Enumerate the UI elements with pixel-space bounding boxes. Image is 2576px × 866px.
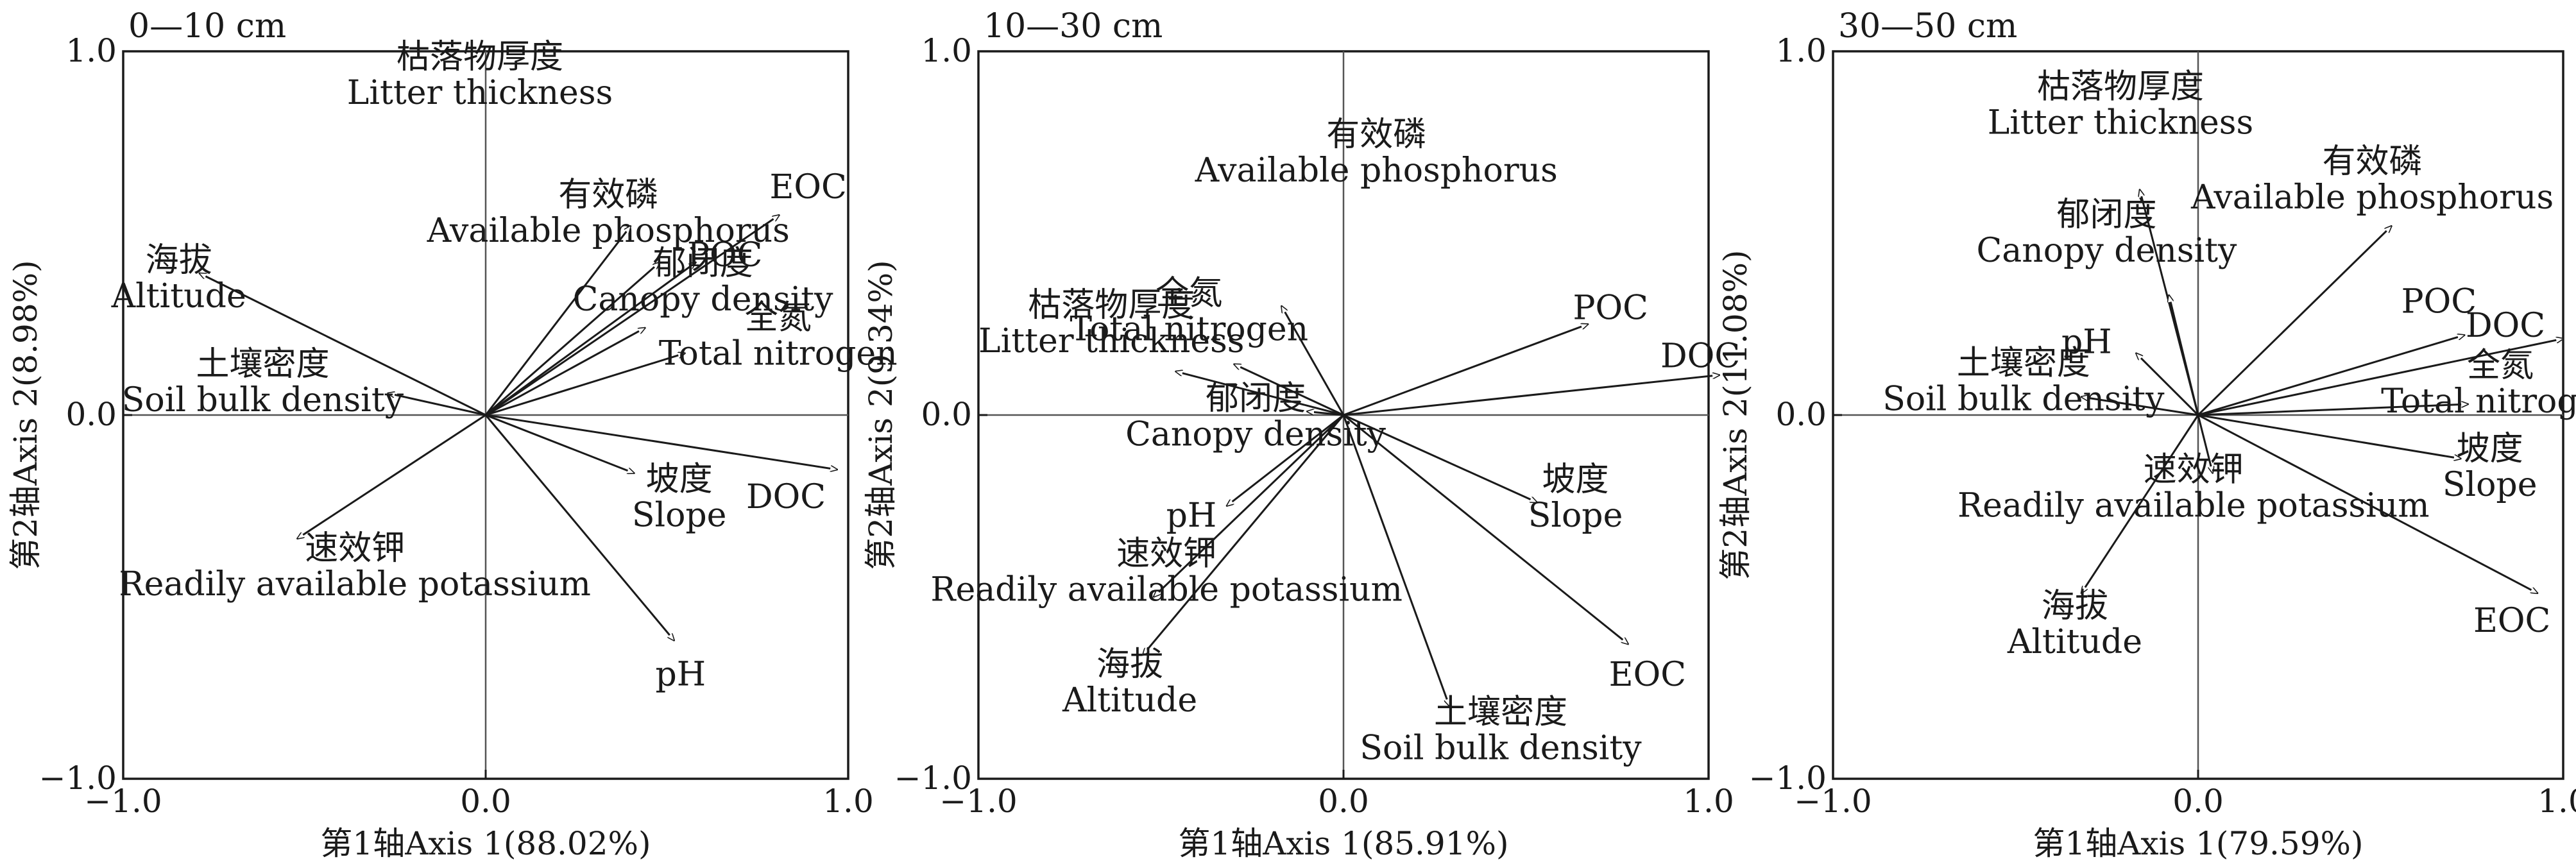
y-tick-label: 0.0 <box>65 396 117 433</box>
vector-label-readily-available-potassium: Readily available potassium <box>930 571 1403 609</box>
vector-label-soil-bulk-density: 土壤密度 <box>1957 344 2090 383</box>
y-tick-label: 1.0 <box>1775 32 1827 69</box>
vector-label-altitude: 海拔 <box>2042 587 2108 625</box>
vector-total-nitrogen <box>486 353 685 415</box>
vector-label-altitude: 海拔 <box>1096 645 1163 684</box>
panel-title: 10—30 cm <box>984 7 1163 46</box>
vector-label-slope: Slope <box>1528 497 1623 535</box>
vector-canopy-density <box>486 328 645 415</box>
y-tick-label: 0.0 <box>1775 396 1827 433</box>
vector-label-slope: Slope <box>632 497 727 535</box>
y-tick-label: −1.0 <box>39 760 117 797</box>
vector-label-available-phosphorus: 有效磷 <box>558 176 658 214</box>
x-tick-label: 0.0 <box>460 783 511 820</box>
vector-readily-available-potassium <box>297 415 486 539</box>
vector-label-slope: 坡度 <box>646 461 713 499</box>
panel-title: 0—10 cm <box>128 7 286 46</box>
vector-label-readily-available-potassium: 速效钾 <box>305 529 405 568</box>
vector-litter-thickness <box>486 226 631 415</box>
vector-label-altitude: 海拔 <box>146 241 212 280</box>
vector-label-ph: pH <box>1166 497 1217 535</box>
x-axis-label: 第1轴Axis 1(88.02%) <box>320 825 651 862</box>
y-tick-label: 0.0 <box>921 396 972 433</box>
vector-label-readily-available-potassium: 速效钾 <box>1116 535 1216 573</box>
vector-label-litter-thickness: 枯落物厚度 <box>2037 67 2204 106</box>
vector-label-soil-bulk-density: Soil bulk density <box>1360 729 1642 768</box>
vector-label-soil-bulk-density: 土壤密度 <box>1434 693 1567 732</box>
y-tick-label: −1.0 <box>894 760 972 797</box>
vector-label-total-nitrogen: 全氮 <box>2467 346 2534 385</box>
vector-label-soil-bulk-density: Soil bulk density <box>1882 380 2165 419</box>
vector-label-available-phosphorus: Available phosphorus <box>1195 151 1558 190</box>
vector-canopy-density <box>2169 295 2198 415</box>
panel-1: −1.0 0.0 1.0 1.0 0.0 −1.0 0—10 cm 第1轴Axis 1(88.… <box>7 7 898 862</box>
vector-slope <box>486 415 635 473</box>
vector-label-litter-thickness: 枯落物厚度 <box>397 38 563 76</box>
vector-label-readily-available-potassium: Readily available potassium <box>119 565 591 604</box>
y-axis-label: 第2轴Axis 2(11.08%) <box>1717 250 1754 580</box>
x-tick-label: 1.0 <box>1683 783 1734 820</box>
vector-label-litter-thickness: 枯落物厚度 <box>1028 286 1195 325</box>
x-tick-label: 0.0 <box>1318 783 1369 820</box>
y-tick-label: 1.0 <box>921 32 972 69</box>
x-tick-label: 1.0 <box>2538 783 2576 820</box>
vector-label-soil-bulk-density: Soil bulk density <box>122 381 404 420</box>
vector-label-altitude: Altitude <box>111 277 246 316</box>
vector-label-readily-available-potassium: 速效钾 <box>2144 451 2244 489</box>
vector-label-litter-thickness: Litter thickness <box>347 74 613 112</box>
x-tick-label: 1.0 <box>823 783 874 820</box>
vector-label-poc: POC <box>1573 289 1648 327</box>
vector-label-slope: 坡度 <box>1542 461 1609 499</box>
vector-label-canopy-density: Canopy density <box>1977 232 2238 270</box>
y-tick-label: 1.0 <box>65 32 117 69</box>
vector-label-litter-thickness: Litter thickness <box>1988 103 2253 142</box>
vector-label-canopy-density: 郁闭度 <box>1206 379 1306 418</box>
vector-label-eoc: EOC <box>769 168 846 207</box>
y-axis-label: 第2轴Axis 2(8.98%) <box>7 260 44 570</box>
vector-label-slope: Slope <box>2443 466 2538 504</box>
vector-label-canopy-density: 郁闭度 <box>653 244 753 283</box>
x-axis-label: 第1轴Axis 1(79.59%) <box>2033 825 2363 862</box>
vector-label-total-nitrogen: Total nitrogen <box>2381 382 2576 421</box>
y-tick-label: −1.0 <box>1749 760 1827 797</box>
vector-label-altitude: Altitude <box>2007 623 2142 661</box>
y-axis-label: 第2轴Axis 2(9.34%) <box>862 260 900 570</box>
vector-label-total-nitrogen: Total nitrogen <box>659 335 898 373</box>
vector-label-litter-thickness: Litter thickness <box>978 322 1244 361</box>
vector-label-doc: DOC <box>746 478 826 516</box>
vector-label-available-phosphorus: 有效磷 <box>2323 142 2423 181</box>
vector-label-readily-available-potassium: Readily available potassium <box>1958 487 2430 525</box>
vector-label-canopy-density: Canopy density <box>1125 415 1386 454</box>
panel-3: −1.00.01.01.00.0−1.030—50 cm第1轴Axis 1(79… <box>1717 7 2576 862</box>
vector-label-altitude: Altitude <box>1062 681 1197 720</box>
vector-label-doc: DOC <box>2466 307 2545 345</box>
vector-label-slope: 坡度 <box>2457 430 2523 468</box>
vector-label-ph: pH <box>655 656 706 694</box>
x-axis-label: 第1轴Axis 1(85.91%) <box>1178 825 1508 862</box>
vector-label-available-phosphorus: Available phosphorus <box>2190 178 2554 217</box>
x-tick-label: 0.0 <box>2172 783 2224 820</box>
panel-2: −1.0 0.0 1.0 1.0 0.0 −1.0 10—30 cm 第1轴Axis 1(85… <box>862 7 1740 862</box>
vector-label-canopy-density: 郁闭度 <box>2056 196 2156 234</box>
vector-label-soil-bulk-density: 土壤密度 <box>196 345 329 384</box>
vector-label-eoc: EOC <box>1609 656 1686 694</box>
panel-title: 30—50 cm <box>1838 7 2017 46</box>
vector-label-total-nitrogen: 全氮 <box>745 299 812 337</box>
vector-label-available-phosphorus: 有效磷 <box>1326 115 1426 154</box>
vector-slope <box>1343 415 1537 502</box>
vector-label-eoc: EOC <box>2473 602 2550 640</box>
